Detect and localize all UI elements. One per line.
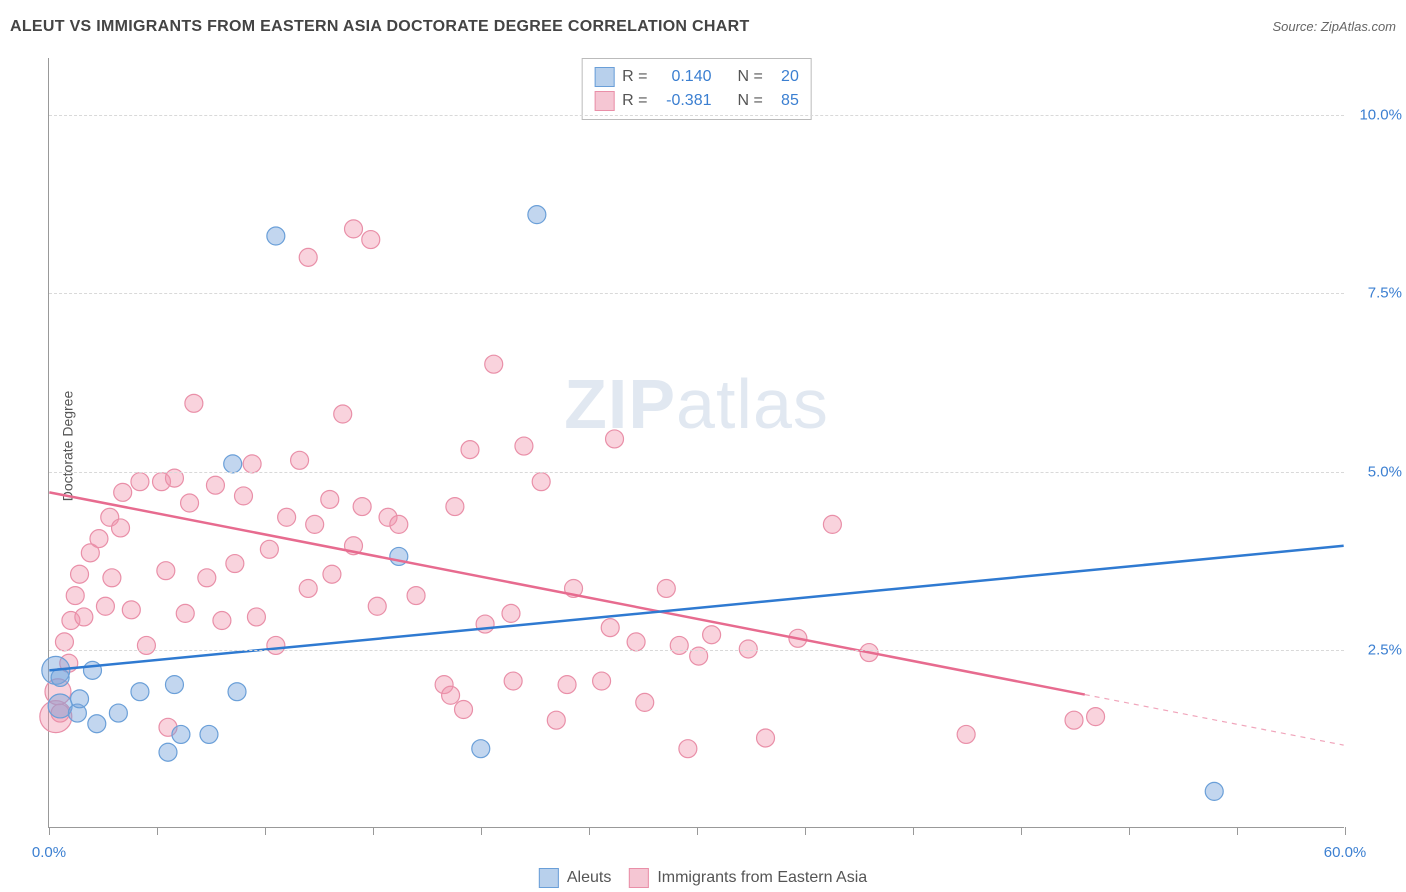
swatch-aleuts: [594, 67, 614, 87]
legend-swatch-immigrants: [629, 868, 649, 888]
legend-label-immigrants: Immigrants from Eastern Asia: [657, 869, 867, 887]
stats-box: R = 0.140 N = 20 R = -0.381 N = 85: [581, 58, 812, 120]
stat-label-r2: R =: [622, 89, 647, 113]
legend-label-aleuts: Aleuts: [567, 869, 611, 887]
legend-item-immigrants: Immigrants from Eastern Asia: [629, 868, 867, 888]
legend-swatch-aleuts: [539, 868, 559, 888]
stat-label-n: N =: [738, 65, 763, 89]
source-label: Source: ZipAtlas.com: [1272, 19, 1396, 34]
stat-label-r: R =: [622, 65, 647, 89]
stat-label-n2: N =: [738, 89, 763, 113]
stats-row-immigrants: R = -0.381 N = 85: [594, 89, 799, 113]
plot-area: ZIPatlas R = 0.140 N = 20 R = -0.381 N =…: [48, 58, 1344, 828]
stats-row-aleuts: R = 0.140 N = 20: [594, 65, 799, 89]
plot-svg: [49, 58, 1344, 827]
chart-title: ALEUT VS IMMIGRANTS FROM EASTERN ASIA DO…: [10, 18, 750, 36]
stat-n-immigrants: 85: [771, 89, 799, 113]
stat-n-aleuts: 20: [771, 65, 799, 89]
stat-r-aleuts: 0.140: [656, 65, 712, 89]
legend-item-aleuts: Aleuts: [539, 868, 611, 888]
swatch-immigrants: [594, 91, 614, 111]
title-bar: ALEUT VS IMMIGRANTS FROM EASTERN ASIA DO…: [10, 18, 1396, 36]
stat-r-immigrants: -0.381: [656, 89, 712, 113]
legend: Aleuts Immigrants from Eastern Asia: [539, 868, 867, 888]
